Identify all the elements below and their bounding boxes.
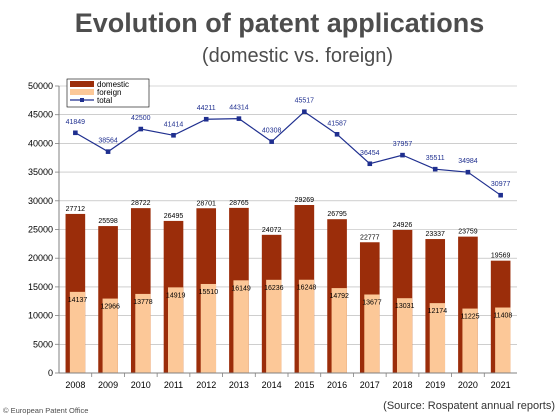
data-label-domestic: 23759: [458, 229, 478, 236]
legend-swatch-foreign: [70, 89, 94, 95]
data-label-foreign: 16236: [264, 285, 284, 292]
legend: domestic foreign total: [67, 79, 149, 107]
total-marker: [237, 116, 242, 121]
data-label-total: 45517: [295, 98, 315, 105]
data-label-total: 30977: [491, 181, 511, 188]
data-label-total: 41849: [66, 119, 86, 126]
data-label-foreign: 11408: [493, 313, 512, 320]
data-label-domestic: 23337: [425, 231, 445, 238]
bar-foreign: [70, 292, 85, 373]
data-label-total: 38564: [98, 138, 118, 145]
total-marker: [73, 130, 78, 135]
data-label-foreign: 13778: [133, 299, 153, 306]
legend-swatch-domestic: [70, 81, 94, 87]
x-tick-label: 2010: [131, 380, 151, 390]
y-tick-label: 15000: [28, 282, 53, 292]
x-tick-label: 2011: [164, 380, 183, 390]
data-label-total: 44211: [197, 105, 216, 112]
x-axis-ticks: 2008 2009 2010 2011 2012 2013 2014 2015 2016 2017…: [65, 373, 510, 390]
total-marker: [171, 133, 176, 138]
data-label-foreign: 13031: [395, 303, 415, 310]
y-tick-label: 0: [48, 368, 53, 378]
data-label-foreign: 14137: [68, 297, 88, 304]
total-marker: [367, 161, 372, 166]
x-tick-label: 2019: [425, 380, 445, 390]
total-marker: [204, 117, 209, 122]
bar-foreign: [266, 280, 281, 373]
data-label-foreign: 15510: [199, 289, 219, 296]
bar-foreign: [168, 287, 183, 373]
x-tick-label: 2020: [458, 380, 478, 390]
x-tick-label: 2015: [294, 380, 314, 390]
legend-label-total: total: [97, 96, 112, 105]
data-label-domestic: 27712: [66, 206, 86, 213]
data-label-total: 41587: [327, 120, 347, 127]
x-tick-label: 2014: [262, 380, 282, 390]
y-tick-label: 25000: [28, 225, 53, 235]
data-label-foreign: 16149: [231, 285, 251, 292]
data-label-total: 44314: [229, 105, 249, 112]
total-marker: [106, 149, 111, 154]
x-tick-label: 2021: [491, 380, 511, 390]
data-label-foreign: 14792: [329, 293, 349, 300]
x-tick-label: 2017: [360, 380, 380, 390]
y-axis-ticks: 0 5000 10000 15000 20000 25000 30000 35000 40000…: [28, 81, 59, 378]
data-label-domestic: 24926: [393, 222, 413, 229]
data-label-total: 34984: [458, 158, 478, 165]
data-label-foreign: 13677: [362, 299, 382, 306]
data-label-total: 36454: [360, 150, 380, 157]
data-label-domestic: 19569: [491, 253, 511, 260]
y-tick-label: 50000: [28, 81, 53, 91]
data-label-total: 35511: [426, 155, 445, 162]
data-label-domestic: 28701: [196, 200, 216, 207]
y-tick-label: 5000: [33, 339, 53, 349]
y-tick-label: 10000: [28, 311, 53, 321]
bar-foreign: [233, 280, 248, 373]
x-tick-label: 2008: [65, 380, 85, 390]
y-tick-label: 30000: [28, 196, 53, 206]
data-label-domestic: 22777: [360, 234, 380, 241]
data-label-domestic: 26795: [327, 211, 347, 218]
x-tick-label: 2016: [327, 380, 347, 390]
y-tick-label: 40000: [28, 138, 53, 148]
total-marker: [138, 127, 143, 132]
total-marker: [498, 193, 503, 198]
legend-marker-total: [80, 98, 84, 102]
total-marker: [269, 139, 274, 144]
y-tick-label: 35000: [28, 167, 53, 177]
data-label-foreign: 11225: [461, 314, 480, 321]
bar-foreign: [299, 280, 314, 373]
x-tick-label: 2013: [229, 380, 249, 390]
data-label-domestic: 25598: [98, 218, 118, 225]
data-label-total: 41414: [164, 121, 184, 128]
data-label-foreign: 12174: [428, 308, 448, 315]
data-label-foreign: 16248: [297, 285, 317, 292]
x-tick-label: 2009: [98, 380, 118, 390]
data-label-foreign: 12966: [100, 304, 120, 311]
y-tick-label: 45000: [28, 110, 53, 120]
data-label-total: 40308: [262, 128, 282, 135]
copyright-note: © European Patent Office: [3, 406, 88, 415]
total-marker: [433, 167, 438, 172]
total-marker: [302, 109, 307, 114]
data-label-domestic: 29269: [295, 197, 315, 204]
data-label-domestic: 28765: [229, 200, 249, 207]
data-label-domestic: 26495: [164, 213, 184, 220]
data-label-total: 42500: [131, 115, 151, 122]
total-marker: [466, 170, 471, 175]
bar-foreign: [332, 288, 347, 373]
source-note: (Source: Rospatent annual reports): [383, 400, 555, 412]
x-tick-label: 2018: [392, 380, 412, 390]
data-label-domestic: 28722: [131, 200, 151, 207]
y-tick-label: 20000: [28, 253, 53, 263]
data-label-domestic: 24072: [262, 227, 282, 234]
data-label-total: 37957: [393, 141, 413, 148]
x-tick-label: 2012: [196, 380, 216, 390]
total-marker: [335, 132, 340, 137]
data-label-foreign: 14919: [166, 292, 186, 299]
bar-foreign: [201, 284, 216, 373]
total-marker: [400, 153, 405, 158]
